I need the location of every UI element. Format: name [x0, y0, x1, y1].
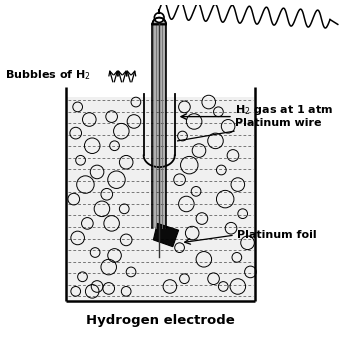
- Polygon shape: [153, 223, 179, 247]
- Polygon shape: [152, 18, 166, 24]
- Bar: [152, 24, 166, 228]
- Text: Platinum foil: Platinum foil: [237, 230, 316, 240]
- Text: H$_2$ gas at 1 atm: H$_2$ gas at 1 atm: [235, 103, 333, 117]
- Text: Hydrogen electrode: Hydrogen electrode: [86, 314, 235, 327]
- Circle shape: [154, 13, 164, 22]
- Text: Bubbles of H$_2$: Bubbles of H$_2$: [5, 68, 91, 82]
- Bar: [67, 97, 254, 300]
- Text: Platinum wire: Platinum wire: [235, 118, 321, 129]
